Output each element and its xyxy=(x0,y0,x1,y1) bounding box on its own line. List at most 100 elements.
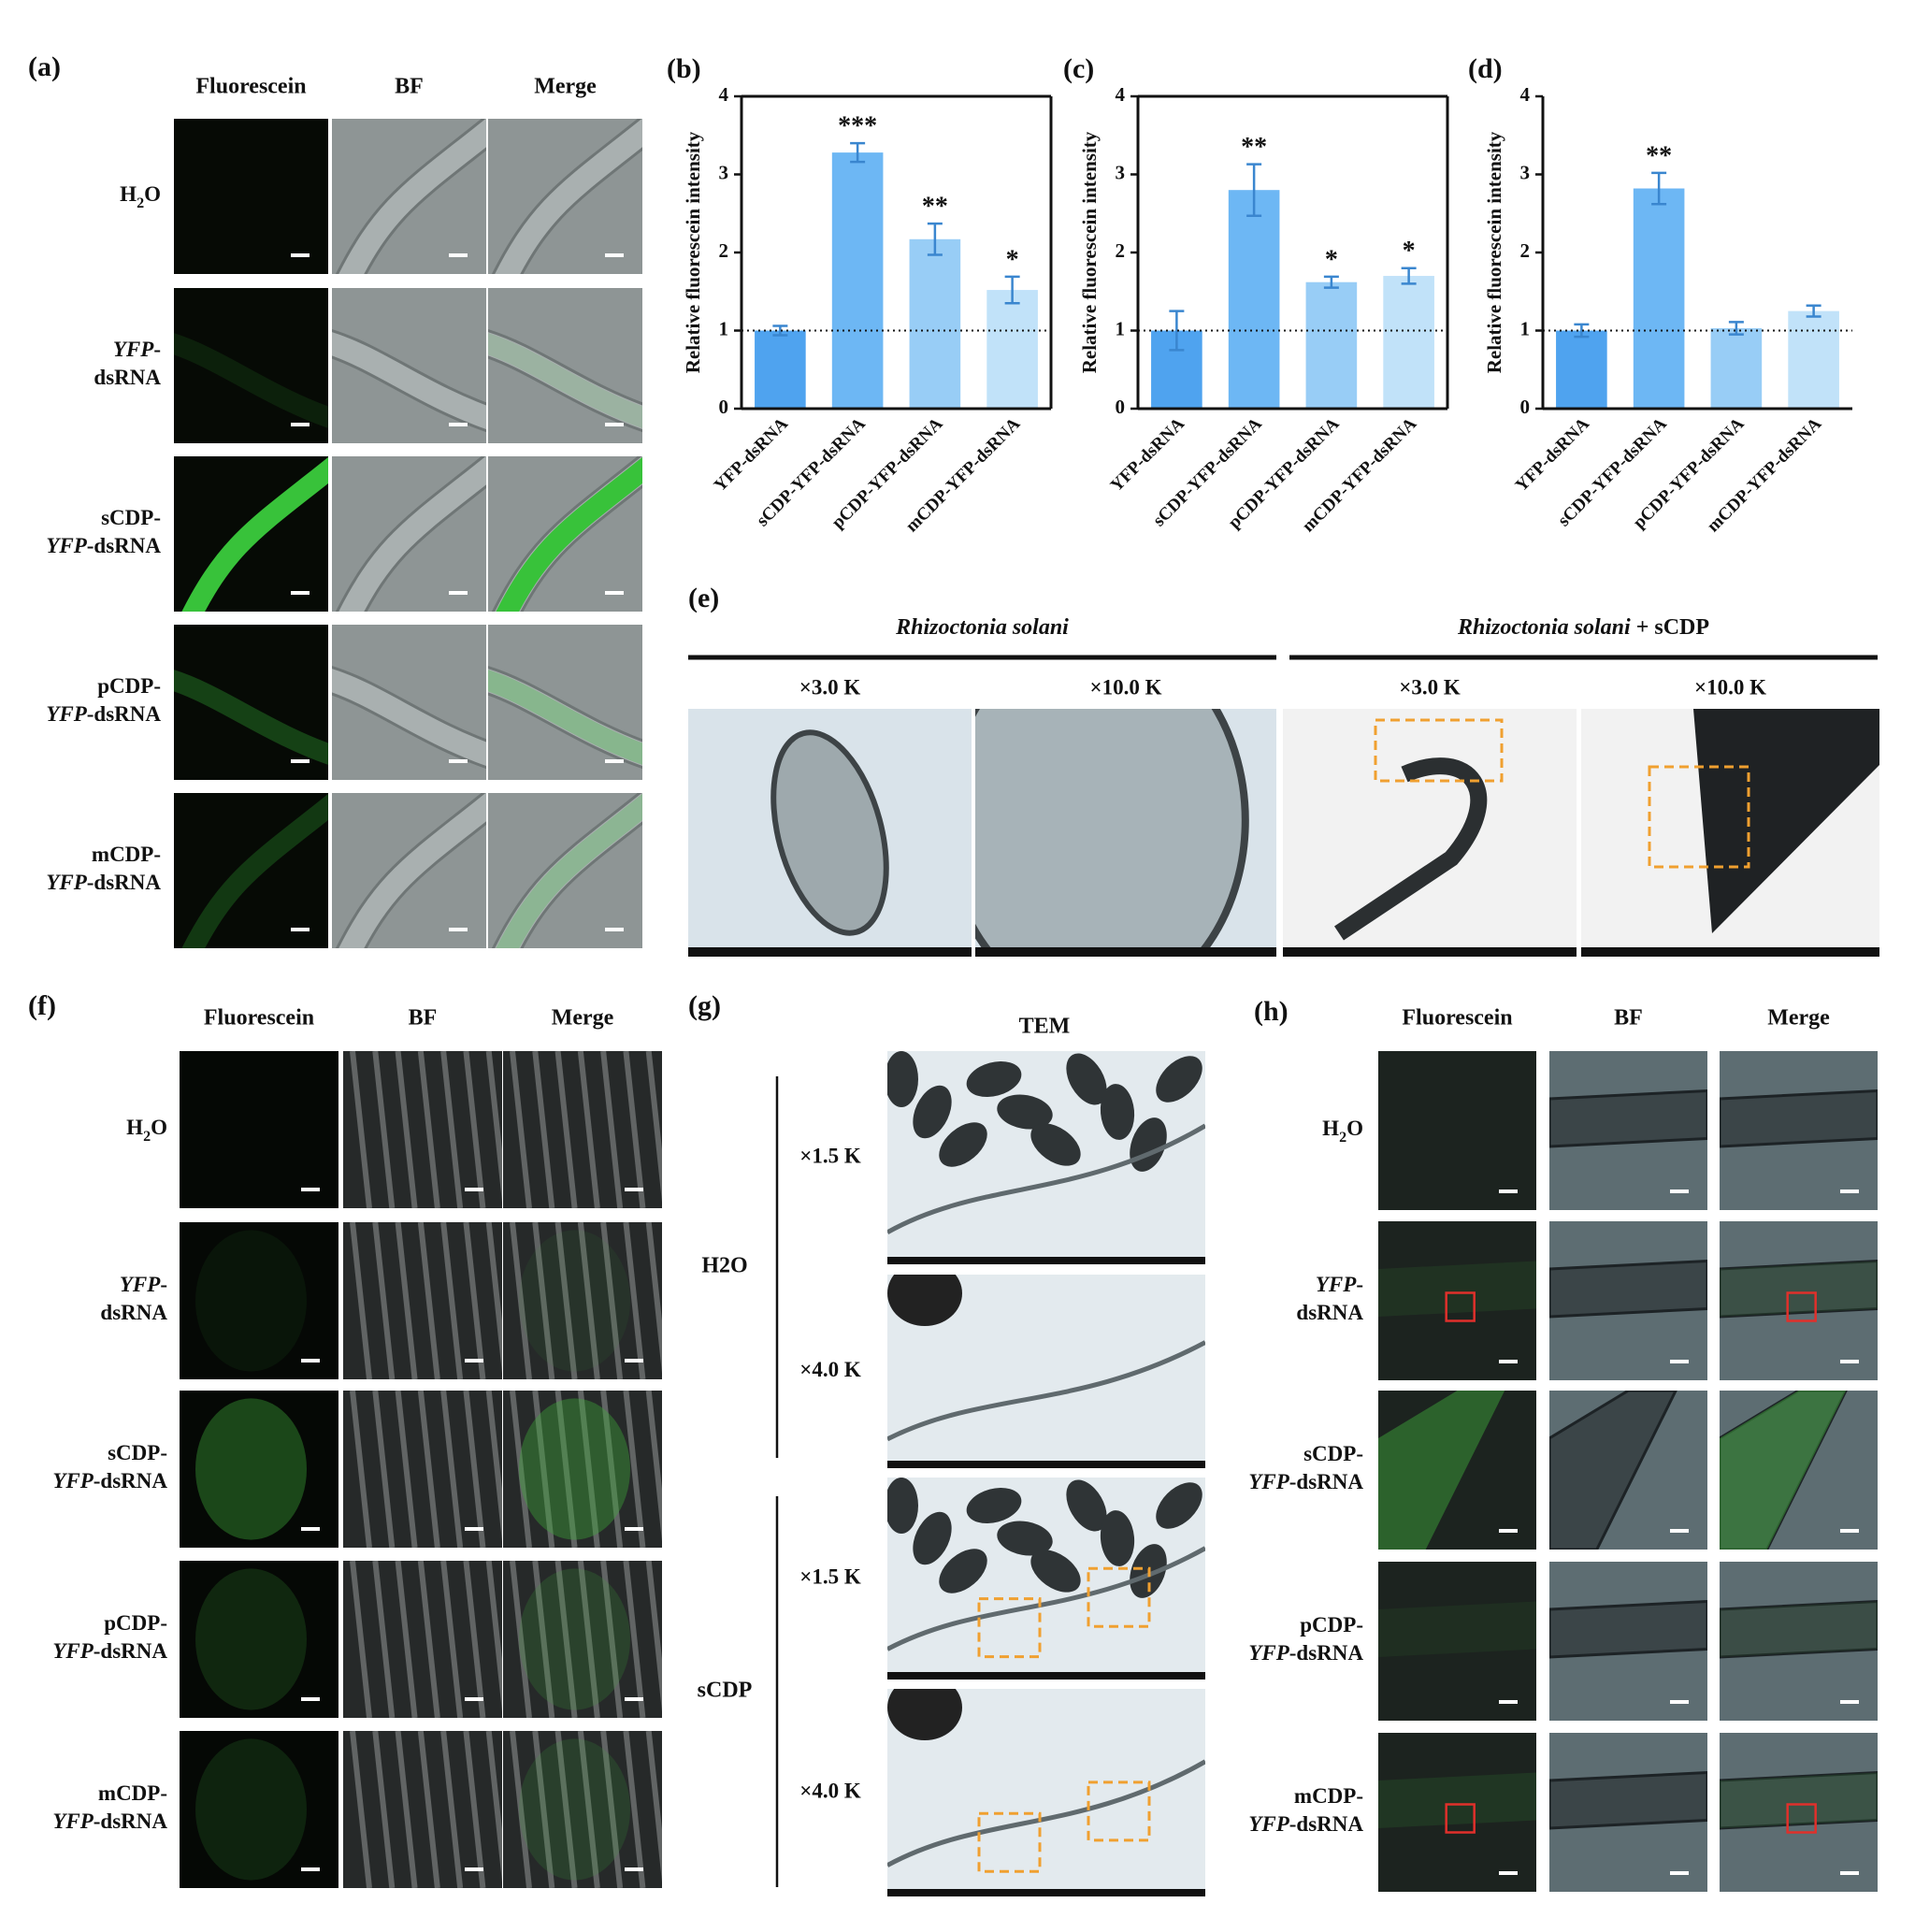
cell-wall xyxy=(887,1546,1205,1651)
row-label: sCDP- xyxy=(101,506,161,529)
fluorescence xyxy=(496,793,642,948)
highlight-box xyxy=(1087,1781,1151,1842)
text-segment: 2 xyxy=(1339,1130,1346,1146)
stripe xyxy=(417,1391,440,1548)
micrograph xyxy=(332,119,486,274)
micrograph xyxy=(1720,1391,1878,1550)
y-axis-label: Relative fluorescein intensity xyxy=(1483,131,1505,373)
row-label: YFP-dsRNA xyxy=(1248,1470,1363,1493)
micrograph xyxy=(488,793,642,948)
text-segment: H xyxy=(126,1116,143,1139)
tem-image xyxy=(887,1275,1205,1468)
micrograph xyxy=(343,1391,502,1548)
micrograph xyxy=(332,288,486,443)
micrograph xyxy=(343,1051,502,1208)
micrograph-bg xyxy=(503,1051,662,1208)
stripe xyxy=(600,1222,624,1379)
fluorescence xyxy=(488,670,642,765)
text-segment: mCDP- xyxy=(1294,1784,1363,1808)
tissue xyxy=(1549,1770,1707,1830)
chloroplast xyxy=(913,1511,952,1565)
cell xyxy=(1693,709,1879,933)
micrograph-bg xyxy=(174,625,328,780)
micrograph xyxy=(1720,1562,1878,1721)
stripe xyxy=(372,1731,396,1888)
text-segment: -dsRNA xyxy=(94,1639,168,1663)
stripe xyxy=(395,1051,418,1208)
column-header: BF xyxy=(1614,1006,1643,1031)
error-bar xyxy=(1323,275,1339,289)
row-label: YFP- xyxy=(120,1273,167,1296)
text-segment: sCDP- xyxy=(1303,1442,1363,1465)
fluorescence xyxy=(488,333,642,428)
error-bar xyxy=(1651,171,1667,206)
micrograph xyxy=(332,456,486,612)
text-segment: 2 xyxy=(143,1129,151,1145)
panel-label: (h) xyxy=(1254,996,1289,1027)
bar xyxy=(1633,188,1685,409)
micrograph xyxy=(488,456,642,612)
y-tick-label: 0 xyxy=(1520,396,1531,418)
stripe xyxy=(372,1561,396,1718)
stripe xyxy=(350,1731,372,1888)
magnification: ×1.5 K xyxy=(799,1564,861,1588)
stripe xyxy=(577,1051,600,1208)
row-label: YFP-dsRNA xyxy=(52,1809,167,1833)
tem-image xyxy=(887,1689,1205,1896)
row-label: YFP-dsRNA xyxy=(46,702,161,726)
y-tick-label: 4 xyxy=(1520,83,1531,106)
error-bar xyxy=(1728,321,1744,336)
stripe xyxy=(532,1222,555,1379)
text-segment: -dsRNA xyxy=(87,871,162,894)
micrograph-bg xyxy=(343,1051,502,1208)
text-segment: YFP xyxy=(52,1639,94,1663)
micrograph xyxy=(1549,1221,1707,1380)
stripe xyxy=(463,1391,486,1548)
highlight-box xyxy=(1786,1291,1817,1322)
micrograph-bg xyxy=(343,1731,502,1888)
text-segment: YFP xyxy=(46,871,87,894)
micrograph xyxy=(1549,1733,1707,1892)
error-bar xyxy=(1246,163,1262,218)
micrograph xyxy=(503,1391,662,1548)
micrograph xyxy=(503,1731,662,1888)
micrograph xyxy=(332,793,486,948)
micrograph xyxy=(488,119,642,274)
stripe xyxy=(554,1222,578,1379)
stripe xyxy=(463,1561,486,1718)
highlight-box xyxy=(977,1597,1042,1659)
stripe xyxy=(372,1222,396,1379)
stripe xyxy=(645,1731,662,1882)
info-bar xyxy=(887,1257,1205,1264)
stripe xyxy=(600,1051,624,1208)
row-label: dsRNA xyxy=(1296,1301,1363,1324)
y-tick-label: 2 xyxy=(719,239,729,262)
panel-title: TEM xyxy=(1019,1015,1071,1039)
micrograph xyxy=(1378,1562,1536,1721)
row-label: sCDP- xyxy=(1303,1442,1363,1465)
stripe xyxy=(463,1731,486,1888)
row-label: H2O xyxy=(120,182,161,211)
micrograph xyxy=(1720,1733,1878,1892)
column-header: Merge xyxy=(1767,1006,1830,1031)
fluorescence xyxy=(496,456,642,612)
panel-label: (a) xyxy=(28,51,61,82)
stripe xyxy=(623,1561,646,1718)
text-segment: O xyxy=(151,1116,167,1139)
fluorescence xyxy=(1720,1391,1847,1550)
text-segment: -dsRNA xyxy=(87,534,162,557)
stripe xyxy=(600,1391,624,1548)
stripe xyxy=(485,1222,502,1374)
y-tick-label: 2 xyxy=(1116,239,1126,262)
fluorescence xyxy=(174,670,328,765)
panel-label: (c) xyxy=(1063,53,1094,84)
row-label: YFP-dsRNA xyxy=(46,534,161,557)
stripe xyxy=(600,1561,624,1718)
cell-wall xyxy=(887,1123,1205,1234)
text-segment: YFP xyxy=(120,1273,161,1296)
stripe xyxy=(645,1051,662,1203)
micrograph xyxy=(1378,1733,1536,1892)
fluorescence xyxy=(181,456,328,612)
micrograph xyxy=(503,1561,662,1718)
chloroplast xyxy=(1030,1550,1081,1593)
